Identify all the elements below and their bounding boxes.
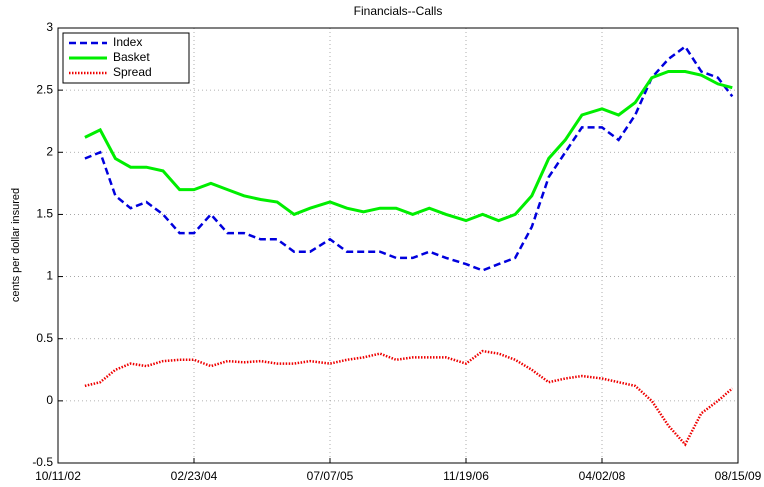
x-tick-label: 08/15/09 <box>715 469 762 483</box>
legend-label: Basket <box>113 50 150 64</box>
y-tick-label: 1.5 <box>36 207 53 221</box>
series-line <box>84 70 733 223</box>
y-tick-label: 2.5 <box>36 82 53 96</box>
y-tick-label: 2 <box>46 144 53 158</box>
legend-label: Index <box>113 35 142 49</box>
chart-title: Financials--Calls <box>354 4 443 18</box>
y-axis-label: cents per dollar insured <box>10 188 22 302</box>
series-line <box>84 349 734 447</box>
x-tick-label: 02/23/04 <box>171 469 218 483</box>
x-tick-label: 04/02/08 <box>579 469 626 483</box>
y-tick-label: 3 <box>46 20 53 34</box>
y-tick-label: 1 <box>46 269 53 283</box>
y-tick-label: 0 <box>46 393 53 407</box>
x-tick-label: 07/07/05 <box>307 469 354 483</box>
y-tick-label: 0.5 <box>36 331 53 345</box>
plot-frame <box>57 27 739 464</box>
series-line <box>84 44 734 272</box>
y-tick-label: -0.5 <box>32 455 53 469</box>
x-tick-label: 11/19/06 <box>443 469 489 483</box>
x-tick-label: 10/11/02 <box>35 469 81 483</box>
legend-label: Spread <box>113 65 152 79</box>
